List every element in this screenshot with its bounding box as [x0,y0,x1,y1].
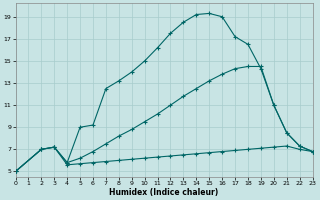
X-axis label: Humidex (Indice chaleur): Humidex (Indice chaleur) [109,188,219,197]
